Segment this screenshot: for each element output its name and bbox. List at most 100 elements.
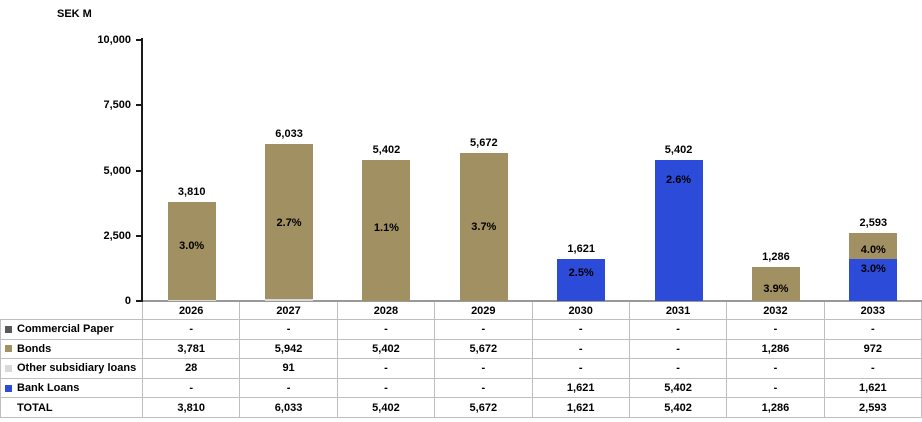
bar-segment-other-subsidiary-loans-2027 xyxy=(265,298,314,301)
y-tick-label: 2,500 xyxy=(103,229,131,242)
legend-marker-bank-loans xyxy=(5,384,12,392)
table-cell-other-subsidiary-loans-2030: - xyxy=(532,359,630,379)
table-cell-bank-loans-2032: - xyxy=(727,378,825,399)
table-cell-commercial-paper-2032: - xyxy=(727,320,825,340)
bar-pct-label-2029: 3.7% xyxy=(471,221,497,234)
table-cell-total-2028: 5,402 xyxy=(337,398,436,418)
legend-marker-other-subsidiary-loans xyxy=(5,364,12,372)
bar-value-label-2032: 1,286 xyxy=(762,251,790,264)
y-tick-label: 0 xyxy=(124,295,131,307)
table-cell-commercial-paper-2028: - xyxy=(337,320,436,340)
table-cell-bank-loans-2031: 5,402 xyxy=(629,378,728,399)
table-cell-bank-loans-2033: 1,621 xyxy=(824,378,922,399)
bar-pct-label-2030: 2.5% xyxy=(568,267,594,280)
bar-segment-bonds-2028 xyxy=(362,160,411,301)
table-cell-commercial-paper-2031: - xyxy=(629,320,728,340)
bar-pct-label-2027: 2.7% xyxy=(276,216,302,229)
table-cell-bonds-2032: 1,286 xyxy=(727,339,825,360)
table-cell-bonds-2027: 5,942 xyxy=(240,339,338,360)
table-cell-total-2033: 2,593 xyxy=(824,398,922,418)
bar-pct-label-2031: 2.6% xyxy=(666,173,692,186)
table-corner-spacer xyxy=(0,302,143,320)
bar-value-label-2031: 5,402 xyxy=(664,144,693,156)
table-cell-total-2032: 1,286 xyxy=(727,398,825,418)
table-cell-bonds-2033: 972 xyxy=(824,339,922,360)
bar-value-label-2030: 1,621 xyxy=(567,242,595,255)
table-row-label-other-subsidiary-loans: Other subsidiary loans xyxy=(0,359,143,379)
table-cell-total-2031: 5,402 xyxy=(629,398,728,418)
table-cell-other-subsidiary-loans-2029: - xyxy=(435,359,533,379)
y-axis-tick xyxy=(136,104,141,107)
table-cell-other-subsidiary-loans-2028: - xyxy=(337,359,436,379)
year-header-2032: 2032 xyxy=(727,302,825,320)
table-cell-bank-loans-2030: 1,621 xyxy=(532,378,630,399)
x-axis-line xyxy=(143,300,922,302)
table-row-label-bank-loans: Bank Loans xyxy=(0,378,143,399)
bar-pct-label-2028: 1.1% xyxy=(373,222,399,235)
y-axis-line xyxy=(141,38,143,302)
legend-marker-commercial-paper xyxy=(5,325,12,333)
bar-segment-bonds-2032 xyxy=(751,267,800,301)
table-row-label-bonds: Bonds xyxy=(0,339,143,360)
bar-value-label-2033: 2,593 xyxy=(859,217,888,230)
bar-segment-bonds-2033 xyxy=(849,233,898,259)
row-label-text: Commercial Paper xyxy=(17,323,114,336)
table-cell-other-subsidiary-loans-2026: 28 xyxy=(143,359,241,379)
table-cell-other-subsidiary-loans-2033: - xyxy=(824,359,922,379)
table-cell-commercial-paper-2029: - xyxy=(435,320,533,340)
bar-segment-bonds-2027 xyxy=(265,143,314,299)
table-cell-other-subsidiary-loans-2027: 91 xyxy=(240,359,338,379)
table-cell-commercial-paper-2027: - xyxy=(240,320,338,340)
y-tick-label: 7,500 xyxy=(103,99,131,112)
bar-pct-label-2033: 4.0% xyxy=(860,244,886,257)
row-label-text: Bonds xyxy=(17,342,52,355)
bar-value-label-2029: 5,672 xyxy=(470,136,498,149)
y-axis-tick xyxy=(136,39,141,41)
bar-pct-label-2026: 3.0% xyxy=(179,240,205,253)
year-header-2028: 2028 xyxy=(337,302,436,320)
table-cell-bank-loans-2028: - xyxy=(337,378,436,399)
bar-pct-label-2032: 3.9% xyxy=(763,282,789,295)
bar-value-label-2027: 6,033 xyxy=(275,127,303,140)
table-cell-other-subsidiary-loans-2031: - xyxy=(629,359,728,379)
table-cell-commercial-paper-2030: - xyxy=(532,320,630,340)
table-row-label-commercial-paper: Commercial Paper xyxy=(0,320,143,340)
bar-segment-bonds-2029 xyxy=(459,152,508,301)
bar-segment-bank-loans-2030 xyxy=(557,258,606,301)
data-table: 2026 2027 2028 2029 2030 2031 2032 2033 Commerci… xyxy=(0,302,922,418)
y-axis-tick xyxy=(136,300,141,302)
table-cell-total-2030: 1,621 xyxy=(532,398,630,418)
legend-marker-bonds xyxy=(5,345,12,353)
table-cell-bank-loans-2027: - xyxy=(240,378,338,399)
table-cell-bonds-2028: 5,402 xyxy=(337,339,436,360)
table-cell-bank-loans-2029: - xyxy=(435,378,533,399)
table-cell-bonds-2026: 3,781 xyxy=(143,339,241,360)
table-cell-commercial-paper-2026: - xyxy=(143,320,241,340)
year-header-2033: 2033 xyxy=(824,302,922,320)
year-header-2029: 2029 xyxy=(435,302,533,320)
row-label-text: Bank Loans xyxy=(17,382,80,395)
year-header-2026: 2026 xyxy=(143,302,241,320)
bar-segment-bank-loans-2031 xyxy=(654,160,703,301)
y-axis-unit-label: SEK M xyxy=(57,8,92,20)
bar-value-label-2028: 5,402 xyxy=(372,144,401,156)
bar-value-label-2026: 3,810 xyxy=(177,185,206,198)
bar-segment-bank-loans-2033 xyxy=(849,258,898,301)
row-label-text: TOTAL xyxy=(17,401,53,414)
table-cell-total-2029: 5,672 xyxy=(435,398,533,418)
year-header-2030: 2030 xyxy=(532,302,630,320)
y-axis-tick xyxy=(136,169,141,172)
table-cell-bonds-2031: - xyxy=(629,339,728,360)
plot-area: 0 2,500 5,000 7,500 10,000 3,810 3.0% 6,033 2.7%… xyxy=(97,34,922,307)
bar-pct-label-2033: 3.0% xyxy=(860,263,886,276)
table-cell-total-2026: 3,810 xyxy=(143,398,241,418)
table-cell-bonds-2030: - xyxy=(532,339,630,360)
year-header-2031: 2031 xyxy=(629,302,728,320)
table-row-label-total: TOTAL xyxy=(0,398,143,418)
table-cell-total-2027: 6,033 xyxy=(240,398,338,418)
y-axis-tick xyxy=(136,234,141,237)
bar-segment-bonds-2026 xyxy=(167,201,216,301)
year-header-2027: 2027 xyxy=(240,302,338,320)
table-cell-other-subsidiary-loans-2032: - xyxy=(727,359,825,379)
